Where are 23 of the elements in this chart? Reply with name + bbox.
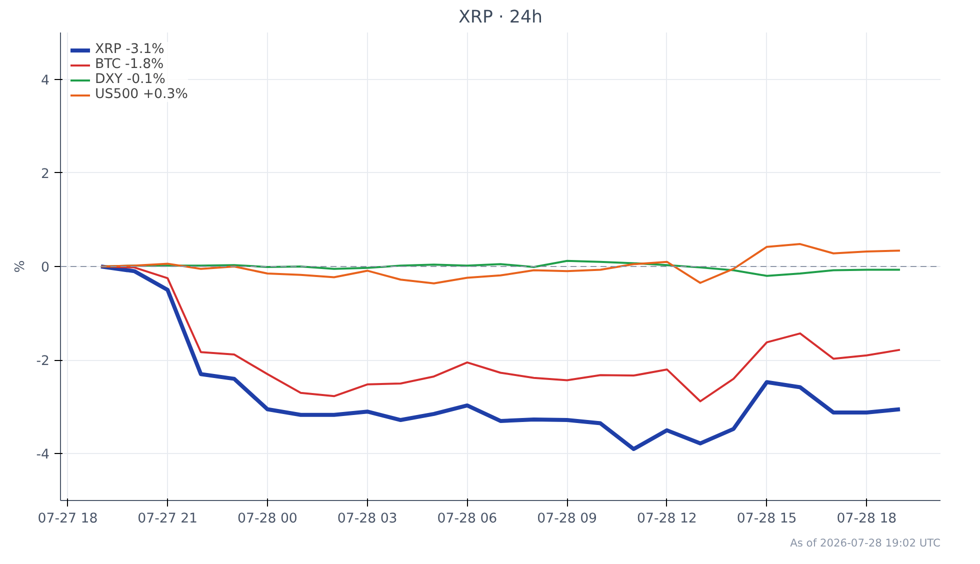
x-tick-label: 07-28 15 [736, 512, 797, 526]
text: As of 2026-07-28 19:02 UTC [790, 536, 941, 550]
line-series [100, 243, 901, 284]
legend-label: XRP -3.1% [95, 42, 164, 57]
x-tick-label: 07-28 03 [337, 512, 398, 526]
chart-title: XRP · 24h [458, 8, 542, 28]
legend-label: US500 +0.3% [95, 87, 188, 102]
x-tick-label: 07-28 09 [537, 512, 598, 526]
x-tick-label: 07-28 18 [836, 512, 897, 526]
y-tick-label: 0 [41, 260, 50, 276]
x-tick-label: 07-28 12 [636, 512, 697, 526]
y-tick-label: 4 [41, 73, 50, 88]
x-tick-label: 07-27 21 [138, 512, 198, 526]
y-axis-title: % [13, 260, 28, 273]
x-tick-label: 07-27 18 [38, 512, 98, 526]
y-tick-label: 2 [41, 166, 50, 182]
legend-label: DXY -0.1% [95, 72, 166, 87]
x-tick-label: 07-28 06 [437, 512, 498, 526]
y-tick-label: -4 [36, 448, 50, 463]
line-series [99, 264, 902, 452]
legend-label: BTC -1.8% [95, 57, 164, 72]
y-tick-label: -2 [36, 354, 50, 370]
x-tick-label: 07-28 00 [238, 512, 298, 526]
